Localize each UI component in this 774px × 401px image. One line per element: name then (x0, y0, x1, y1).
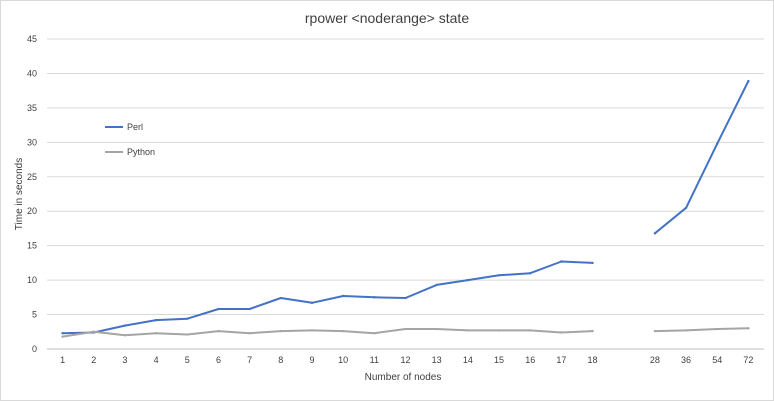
x-tick-label: 5 (185, 355, 190, 365)
data-point-python (560, 331, 563, 334)
y-tick-label: 40 (27, 68, 37, 78)
x-tick-label: 4 (154, 355, 159, 365)
legend: Perl Python (105, 122, 155, 157)
x-tick-labels: 1 2 3 4 5 6 7 8 9 10 11 12 13 14 15 16 17 18 28 36 54 72 (60, 355, 753, 365)
data-point-python (373, 331, 376, 335)
y-tick-labels: 0 5 10 15 20 25 30 35 40 45 (27, 34, 37, 354)
data-point-perl (560, 260, 563, 263)
data-point-python (653, 329, 657, 333)
data-point-python (92, 330, 95, 333)
y-tick-label: 45 (27, 34, 37, 44)
data-point-python (154, 331, 158, 335)
data-point-python (186, 333, 189, 336)
data-point-python (716, 327, 719, 331)
data-point-python (466, 329, 470, 332)
data-point-python (217, 329, 220, 333)
series-line-perl (61, 260, 594, 335)
data-point-perl (528, 272, 532, 275)
data-point-python (248, 331, 251, 335)
y-tick-label: 0 (32, 344, 37, 354)
data-point-perl (61, 331, 64, 335)
y-tick-label: 5 (32, 310, 37, 320)
x-tick-label: 14 (463, 355, 473, 365)
x-tick-label: 11 (370, 355, 379, 365)
data-point-perl (684, 206, 688, 209)
data-point-perl (747, 79, 750, 83)
data-point-perl (466, 278, 470, 282)
data-point-perl (123, 324, 127, 327)
data-point-perl (279, 296, 283, 300)
series-layer (61, 79, 750, 338)
data-point-perl (373, 296, 376, 299)
series-line-python (653, 327, 750, 333)
x-tick-label: 9 (309, 355, 314, 365)
data-point-python (341, 329, 345, 333)
data-point-perl (310, 301, 314, 305)
data-point-python (435, 327, 438, 331)
data-point-python (404, 327, 407, 331)
y-tick-label: 30 (27, 137, 37, 147)
data-point-python (497, 329, 501, 332)
data-point-python (61, 335, 64, 338)
data-point-perl (217, 307, 220, 311)
legend-label-python: Python (127, 147, 155, 157)
x-tick-label: 2 (91, 355, 96, 365)
x-tick-label: 15 (494, 355, 504, 365)
data-point-perl (186, 317, 189, 320)
x-tick-label: 36 (681, 355, 691, 365)
y-tick-label: 10 (27, 275, 37, 285)
series-line-python (61, 328, 594, 338)
y-tick-label: 15 (27, 241, 37, 251)
x-tick-label: 8 (278, 355, 283, 365)
y-tick-label: 25 (27, 172, 37, 182)
x-tick-label: 12 (400, 355, 410, 365)
data-point-perl (404, 296, 407, 300)
data-point-python (747, 327, 750, 330)
y-tick-label: 20 (27, 206, 37, 216)
x-tick-label: 18 (588, 355, 598, 365)
data-point-python (591, 329, 594, 333)
x-tick-label: 7 (247, 355, 252, 365)
x-tick-label: 72 (743, 355, 753, 365)
data-point-python (310, 329, 314, 332)
data-point-perl (653, 232, 657, 235)
data-point-python (684, 329, 688, 332)
x-tick-label: 1 (60, 355, 65, 365)
data-point-perl (154, 318, 158, 322)
data-point-python (279, 329, 283, 333)
chart-title: rpower <noderange> state (305, 10, 469, 26)
data-point-perl (248, 307, 251, 311)
x-tick-label: 28 (650, 355, 660, 365)
data-point-perl (497, 274, 501, 277)
series-line-perl (653, 80, 750, 235)
x-tick-label: 6 (216, 355, 221, 365)
data-point-perl (716, 142, 719, 145)
data-point-python (528, 329, 532, 332)
x-tick-label: 13 (432, 355, 442, 365)
y-axis-title: Time in seconds (14, 158, 25, 230)
x-tick-label: 54 (712, 355, 722, 365)
x-tick-label: 16 (525, 355, 535, 365)
grid-layer (47, 38, 764, 350)
x-tick-label: 10 (338, 355, 348, 365)
data-point-perl (435, 283, 438, 287)
x-axis-title: Number of nodes (365, 372, 442, 383)
x-tick-label: 17 (556, 355, 566, 365)
y-tick-label: 35 (27, 103, 37, 113)
data-point-perl (341, 294, 345, 298)
data-point-python (123, 334, 127, 337)
legend-label-perl: Perl (127, 122, 143, 132)
x-tick-label: 3 (122, 355, 127, 365)
data-point-perl (591, 261, 594, 265)
